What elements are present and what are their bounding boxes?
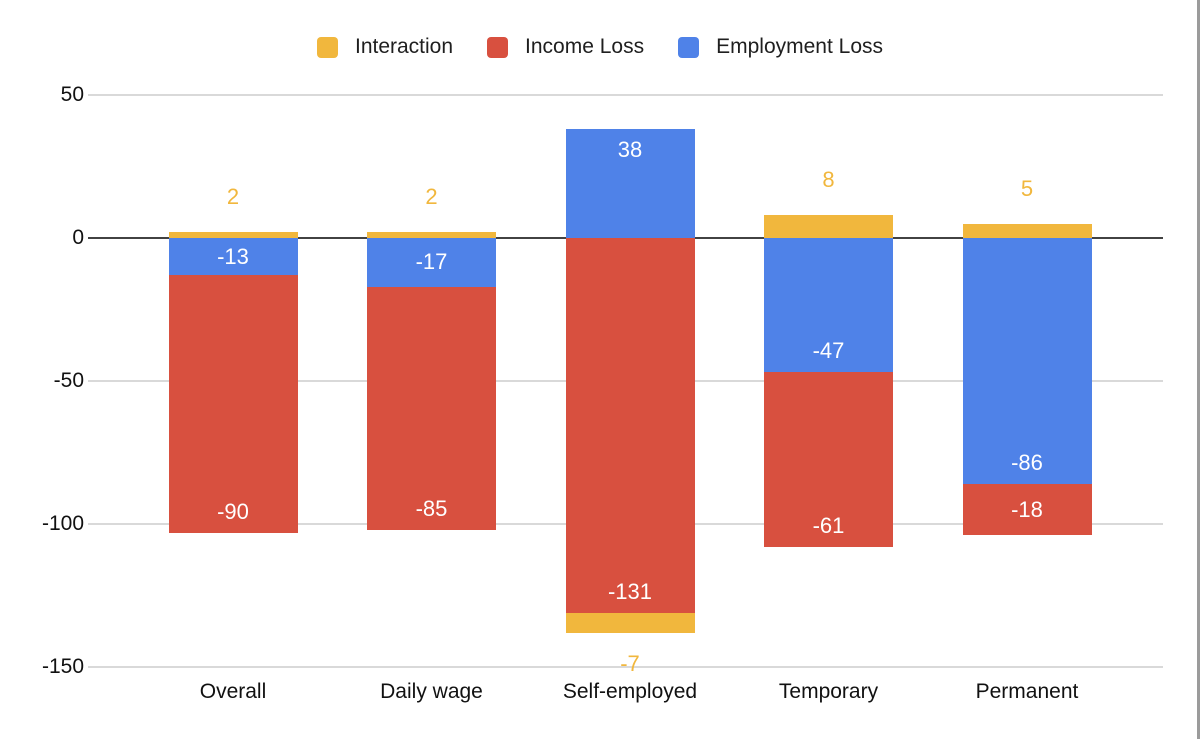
y-axis-tick-label: -100 <box>41 512 84 535</box>
legend-swatch-icon <box>316 36 338 58</box>
y-axis-tick-label: -150 <box>41 655 84 678</box>
bar-value-label: -13 <box>217 243 249 269</box>
window-right-border <box>1197 0 1200 739</box>
bar-segment-daily-wage-income-loss[interactable] <box>367 286 496 530</box>
x-axis-category-label: Self-employed <box>562 680 698 703</box>
bar-segment-self-employed-income-loss[interactable] <box>565 238 695 613</box>
legend-item-interaction[interactable]: Interaction <box>316 35 454 59</box>
legend-swatch-icon <box>487 36 509 58</box>
bar-value-label: -47 <box>812 338 845 364</box>
x-axis-category-label: Temporary <box>778 680 879 703</box>
x-axis-category-label: Overall <box>199 680 267 703</box>
bar-segment-daily-wage-interaction[interactable] <box>367 232 496 238</box>
bar-segment-permanent-employment-loss[interactable] <box>962 238 1092 484</box>
bar-value-label: 2 <box>425 184 438 210</box>
bar-value-label: -17 <box>415 249 448 275</box>
bar-segment-overall-income-loss[interactable] <box>168 275 298 533</box>
bar-segment-daily-wage-employment-loss[interactable] <box>367 238 496 287</box>
bar-segment-self-employed-interaction[interactable] <box>565 612 695 633</box>
x-axis-category-label: Permanent <box>975 680 1079 703</box>
y-axis-tick-label: 0 <box>72 226 84 249</box>
bar-segment-self-employed-employment-loss[interactable] <box>565 129 695 238</box>
bar-segment-temporary-income-loss[interactable] <box>764 372 893 547</box>
legend-label: Interaction <box>354 35 454 58</box>
bar-value-label: -86 <box>1011 449 1043 475</box>
bar-value-label: -90 <box>217 498 249 524</box>
bar-value-label: 38 <box>617 137 643 163</box>
bar-value-label: -131 <box>607 578 653 604</box>
y-axis-tick-label: 50 <box>60 83 84 106</box>
legend-swatch-icon <box>678 36 700 58</box>
bar-segment-temporary-interaction[interactable] <box>764 215 893 238</box>
bar-value-label: -85 <box>415 495 448 521</box>
legend-item-income-loss[interactable]: Income Loss <box>487 35 644 59</box>
bar-segment-permanent-interaction[interactable] <box>962 223 1092 238</box>
bar-value-label: -18 <box>1011 496 1043 522</box>
y-axis-tick-label: -50 <box>53 369 84 392</box>
bar-value-label: 8 <box>822 167 835 193</box>
legend-label: Income Loss <box>525 35 645 58</box>
bar-value-label: -7 <box>620 650 640 676</box>
legend-item-employment-loss[interactable]: Employment Loss <box>678 35 883 59</box>
bar-segment-temporary-employment-loss[interactable] <box>764 238 893 373</box>
gridline <box>88 666 1163 668</box>
gridline <box>88 94 1163 96</box>
x-axis-category-label: Daily wage <box>380 680 483 703</box>
bar-value-label: -61 <box>812 512 845 538</box>
bar-value-label: 2 <box>226 184 240 210</box>
bar-segment-overall-interaction[interactable] <box>168 232 298 238</box>
bar-value-label: 5 <box>1020 175 1034 201</box>
bar-segment-permanent-income-loss[interactable] <box>962 483 1092 536</box>
legend-label: Employment Loss <box>716 35 884 58</box>
legend: Interaction Income Loss Employment Loss <box>0 33 1200 61</box>
bar-segment-overall-employment-loss[interactable] <box>168 238 298 276</box>
